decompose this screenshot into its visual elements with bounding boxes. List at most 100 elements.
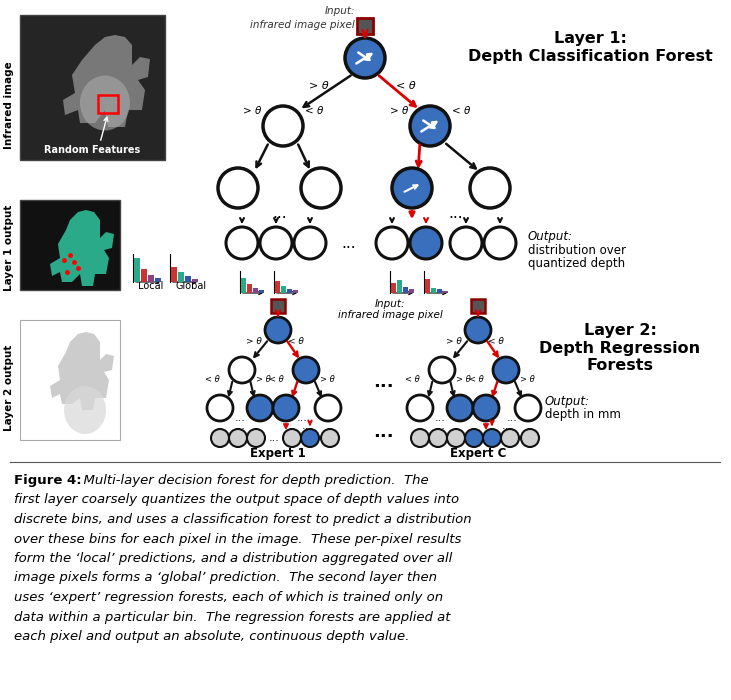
Bar — [247, 284, 252, 293]
Text: ...: ... — [302, 421, 312, 431]
Text: ...: ... — [501, 421, 512, 431]
Text: Depth Classification Forest: Depth Classification Forest — [468, 48, 713, 64]
Text: > θ: > θ — [309, 81, 329, 91]
Circle shape — [283, 429, 301, 447]
Ellipse shape — [80, 76, 130, 130]
Text: < θ: < θ — [469, 375, 484, 384]
Circle shape — [247, 395, 273, 421]
Circle shape — [407, 395, 433, 421]
Circle shape — [473, 395, 499, 421]
Circle shape — [229, 429, 247, 447]
Text: ...: ... — [268, 433, 279, 443]
Circle shape — [429, 429, 447, 447]
Circle shape — [301, 168, 341, 208]
Bar — [275, 281, 280, 293]
Text: > θ: > θ — [456, 375, 471, 384]
Bar — [98, 95, 118, 113]
Text: Layer 2 output: Layer 2 output — [4, 345, 14, 431]
Circle shape — [447, 429, 465, 447]
Text: ...: ... — [268, 402, 279, 412]
Circle shape — [226, 227, 258, 259]
Bar — [253, 288, 258, 293]
Text: ...: ... — [341, 235, 356, 251]
Circle shape — [207, 395, 233, 421]
Text: ...: ... — [235, 421, 246, 431]
Polygon shape — [50, 332, 114, 410]
Text: Expert 1: Expert 1 — [250, 447, 306, 460]
Text: infrared image pixel: infrared image pixel — [338, 310, 442, 320]
Text: image pixels forms a ‘global’ prediction.  The second layer then: image pixels forms a ‘global’ prediction… — [14, 571, 437, 584]
Bar — [471, 299, 485, 313]
Text: data within a particular bin.  The regression forests are applied at: data within a particular bin. The regres… — [14, 610, 450, 624]
Text: Output:: Output: — [545, 395, 590, 408]
Bar — [391, 283, 396, 293]
Circle shape — [411, 429, 429, 447]
Text: over these bins for each pixel in the image.  These per-pixel results: over these bins for each pixel in the im… — [14, 533, 461, 545]
Text: Layer 1:: Layer 1: — [553, 31, 626, 46]
Bar — [287, 288, 292, 293]
Circle shape — [410, 227, 442, 259]
Text: ...: ... — [272, 206, 287, 221]
Text: > θ: > θ — [246, 337, 262, 346]
Circle shape — [392, 168, 432, 208]
Text: ...: ... — [235, 413, 246, 423]
Text: ...: ... — [373, 373, 393, 391]
Circle shape — [450, 227, 482, 259]
Text: < θ: < θ — [288, 337, 304, 346]
Circle shape — [247, 429, 265, 447]
Circle shape — [465, 317, 491, 343]
Circle shape — [345, 38, 385, 78]
Circle shape — [376, 227, 408, 259]
Text: > θ: > θ — [390, 106, 408, 116]
Circle shape — [501, 429, 519, 447]
Text: ...: ... — [434, 413, 445, 423]
Bar — [20, 320, 120, 440]
Text: infrared image pixel: infrared image pixel — [250, 20, 355, 30]
Bar — [148, 275, 154, 282]
Circle shape — [484, 227, 516, 259]
Ellipse shape — [64, 386, 106, 434]
Circle shape — [321, 429, 339, 447]
Bar — [425, 279, 430, 293]
Circle shape — [493, 357, 519, 383]
Text: ...: ... — [297, 413, 308, 423]
Bar — [357, 18, 373, 34]
Bar — [134, 258, 140, 282]
Text: < θ: < θ — [452, 106, 470, 116]
Polygon shape — [63, 35, 150, 127]
Circle shape — [315, 395, 341, 421]
Bar — [192, 279, 198, 282]
Text: Infrared image: Infrared image — [4, 61, 14, 149]
Text: each pixel and output an absolute, continuous depth value.: each pixel and output an absolute, conti… — [14, 630, 409, 643]
Text: < θ: < θ — [305, 106, 323, 116]
Circle shape — [293, 357, 319, 383]
Circle shape — [483, 429, 501, 447]
Text: > θ: > θ — [446, 337, 462, 346]
Circle shape — [447, 395, 473, 421]
Bar — [403, 287, 408, 293]
Circle shape — [521, 429, 539, 447]
Text: Input:: Input: — [375, 299, 405, 309]
Text: Multi-layer decision forest for depth prediction.  The: Multi-layer decision forest for depth pr… — [75, 474, 428, 487]
Polygon shape — [50, 210, 114, 286]
Text: > θ: > θ — [256, 375, 270, 384]
Circle shape — [265, 317, 291, 343]
Bar — [397, 280, 402, 293]
Bar — [171, 267, 177, 282]
Text: Expert C: Expert C — [450, 447, 506, 460]
Bar — [20, 200, 120, 290]
Bar — [155, 278, 161, 282]
Text: < θ: < θ — [395, 81, 415, 91]
Text: uses ‘expert’ regression forests, each of which is trained only on: uses ‘expert’ regression forests, each o… — [14, 591, 443, 604]
Circle shape — [229, 357, 255, 383]
Text: > θ: > θ — [320, 375, 335, 384]
Text: Depth Regression: Depth Regression — [539, 340, 700, 356]
Circle shape — [465, 429, 483, 447]
Circle shape — [294, 227, 326, 259]
Text: Output:: Output: — [528, 230, 573, 243]
Circle shape — [211, 429, 229, 447]
Text: distribution over: distribution over — [528, 244, 626, 257]
Text: ...: ... — [507, 413, 518, 423]
Circle shape — [218, 168, 258, 208]
Bar — [443, 290, 448, 293]
